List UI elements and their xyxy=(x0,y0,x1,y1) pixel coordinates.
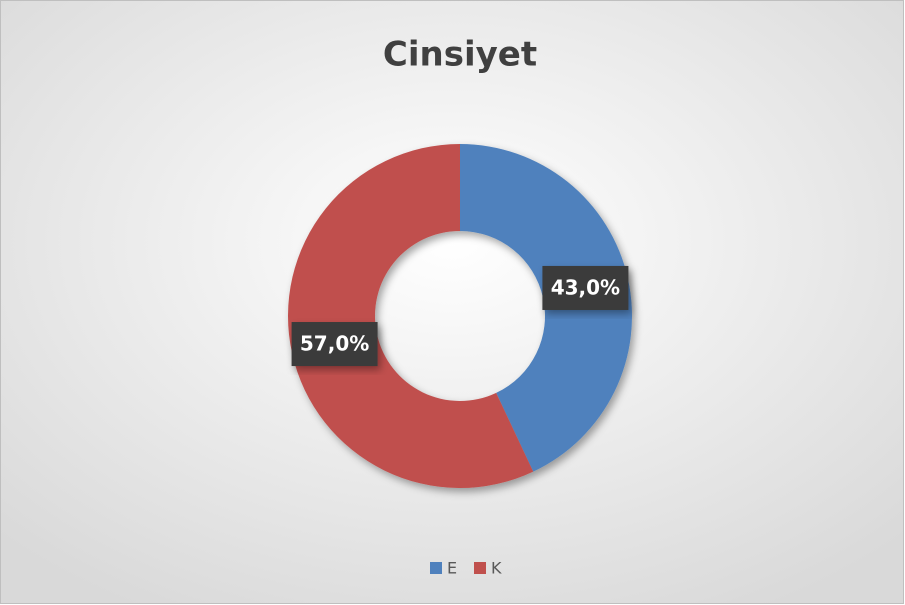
data-labels: 43,0% 57,0% xyxy=(291,265,629,367)
data-label: 43,0% xyxy=(551,275,620,299)
chart-title: Cinsiyet xyxy=(383,35,537,75)
label-box xyxy=(542,265,629,310)
legend-swatch xyxy=(430,562,442,574)
data-label: 57,0% xyxy=(300,332,369,356)
legend-swatch xyxy=(474,562,486,574)
legend-label: E xyxy=(447,559,457,578)
legend-label: K xyxy=(491,559,502,578)
label-box xyxy=(291,322,378,367)
slice xyxy=(287,144,534,488)
